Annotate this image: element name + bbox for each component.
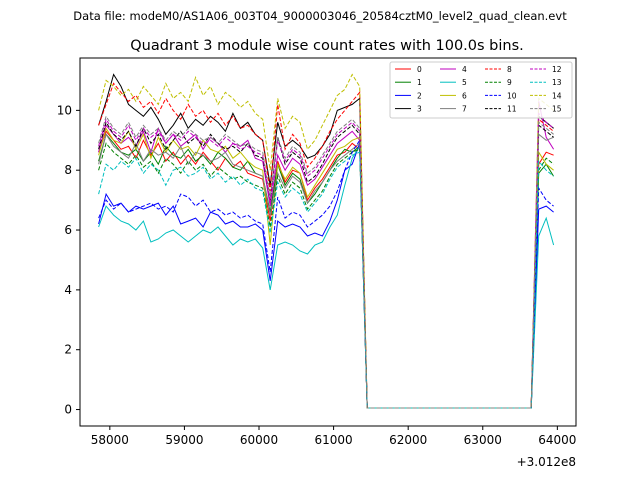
y-tick-label: 0 — [64, 403, 72, 417]
x-axis: 58000 59000 60000 61000 62000 63000 64000 — [91, 426, 576, 447]
y-tick-label: 4 — [64, 283, 72, 297]
plot-area — [98, 73, 555, 409]
legend-label-3: 3 — [417, 105, 422, 114]
y-axis: 0 2 4 6 8 10 — [57, 103, 80, 417]
x-offset-label: +3.012e8 — [517, 455, 576, 469]
y-tick-label: 8 — [64, 163, 72, 177]
legend-label-2: 2 — [417, 91, 422, 100]
x-tick-label: 60000 — [240, 433, 278, 447]
x-tick-label: 63000 — [464, 433, 502, 447]
legend-label-4: 4 — [462, 65, 467, 74]
x-tick-label: 62000 — [389, 433, 427, 447]
legend-label-8: 8 — [507, 65, 512, 74]
legend-label-11: 11 — [507, 105, 517, 114]
series-line-13 — [98, 151, 554, 409]
legend-label-10: 10 — [507, 91, 517, 100]
legend-label-5: 5 — [462, 78, 467, 87]
legend-label-15: 15 — [552, 105, 562, 114]
legend-label-13: 13 — [552, 78, 562, 87]
x-tick-label: 59000 — [165, 433, 203, 447]
y-tick-label: 6 — [64, 223, 72, 237]
chart-title: Quadrant 3 module wise count rates with … — [130, 38, 524, 54]
legend-label-1: 1 — [417, 78, 422, 87]
data-file-label: Data file: modeM0/AS1A06_003T04_90000030… — [73, 9, 567, 23]
legend-label-14: 14 — [552, 91, 562, 100]
legend-label-9: 9 — [507, 78, 512, 87]
x-tick-label: 64000 — [538, 433, 576, 447]
x-tick-label: 61000 — [315, 433, 353, 447]
y-tick-label: 2 — [64, 343, 72, 357]
y-tick-label: 10 — [57, 103, 72, 117]
x-tick-label: 58000 — [91, 433, 129, 447]
legend-label-7: 7 — [462, 105, 467, 114]
axes-frame — [79, 57, 577, 427]
series-line-14 — [98, 73, 554, 409]
series-line-10 — [98, 138, 554, 409]
legend-label-0: 0 — [417, 65, 422, 74]
legend-label-6: 6 — [462, 91, 467, 100]
series-line-15 — [98, 115, 554, 409]
legend-label-12: 12 — [552, 65, 562, 74]
legend-frame — [389, 61, 573, 119]
